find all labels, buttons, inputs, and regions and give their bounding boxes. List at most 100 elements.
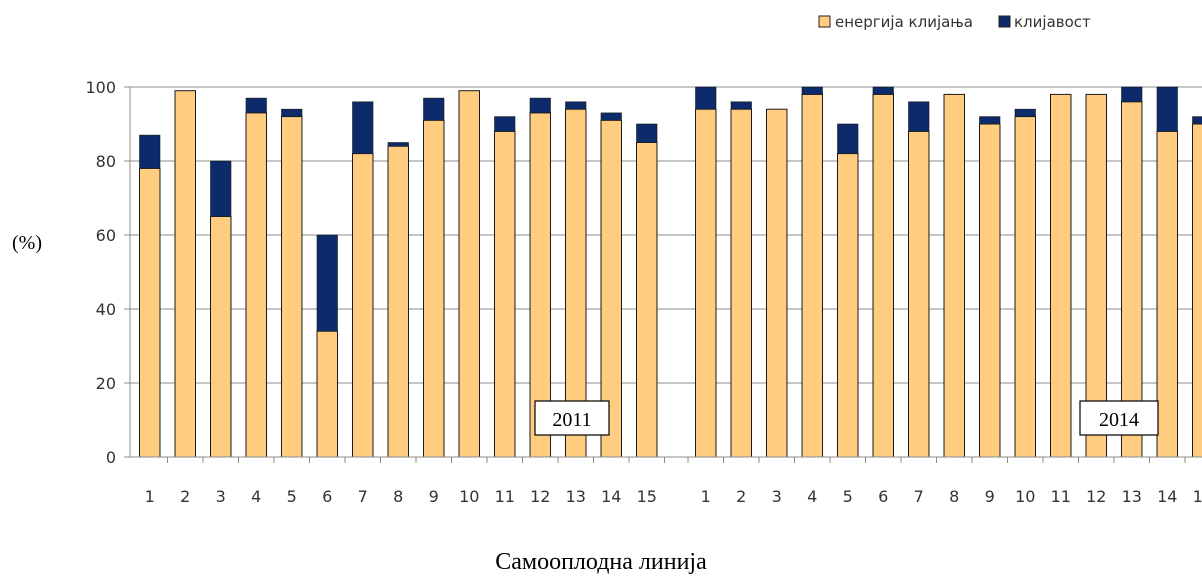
x-tick-label-2011-2: 2 bbox=[180, 487, 190, 506]
bar-energy-2014-2 bbox=[730, 108, 752, 458]
x-tick-label-2014-11: 11 bbox=[1051, 487, 1071, 506]
bar-germination-2014-7 bbox=[908, 101, 930, 132]
bar-energy-2011-7 bbox=[352, 153, 374, 458]
bar-energy-2014-6 bbox=[872, 93, 894, 458]
bar-energy-2014-5 bbox=[837, 153, 859, 458]
bar-germination-2014-13 bbox=[1121, 86, 1143, 103]
bar-energy-2011-8 bbox=[387, 145, 409, 458]
bar-germination-2014-1 bbox=[695, 86, 717, 110]
x-tick-label-2011-3: 3 bbox=[216, 487, 226, 506]
legend-label-energy: енергија клијања bbox=[835, 13, 973, 31]
x-tick-label-2014-3: 3 bbox=[772, 487, 782, 506]
x-tick-label-2014-1: 1 bbox=[701, 487, 711, 506]
x-tick-label-2011-1: 1 bbox=[145, 487, 155, 506]
y-tick-label-0: 0 bbox=[106, 448, 116, 467]
x-axis-label: Самооплодна линија bbox=[495, 549, 707, 575]
bar-germination-2011-9 bbox=[423, 97, 445, 121]
bar-energy-2011-1 bbox=[139, 167, 161, 458]
bar-energy-2011-3 bbox=[210, 216, 232, 458]
annotation-box-2011 bbox=[534, 400, 610, 436]
bar-germination-2014-2 bbox=[730, 101, 752, 110]
bar-germination-2014-9 bbox=[979, 116, 1001, 125]
bar-energy-2011-9 bbox=[423, 119, 445, 458]
bar-germination-2011-5 bbox=[281, 108, 303, 117]
legend-swatch-germination bbox=[998, 15, 1011, 28]
x-tick-label-2014-7: 7 bbox=[914, 487, 924, 506]
x-tick-label-2011-11: 11 bbox=[495, 487, 515, 506]
bar-germination-2011-11 bbox=[494, 116, 516, 132]
x-tick-label-2014-6: 6 bbox=[878, 487, 888, 506]
group-annotation-2014: 2014 bbox=[1079, 400, 1159, 436]
x-tick-label-2011-7: 7 bbox=[358, 487, 368, 506]
bar-germination-2014-15 bbox=[1192, 116, 1202, 125]
x-tick-label-2014-14: 14 bbox=[1157, 487, 1177, 506]
x-tick-label-2014-5: 5 bbox=[843, 487, 853, 506]
bars bbox=[139, 86, 1202, 458]
x-tick-label-2011-15: 15 bbox=[637, 487, 657, 506]
bar-germination-2011-4 bbox=[245, 97, 267, 114]
bar-energy-2011-2 bbox=[174, 90, 196, 458]
bar-energy-2014-9 bbox=[979, 123, 1001, 458]
y-axis-label: (%) bbox=[12, 232, 42, 254]
y-tick-labels: 0 20 40 60 80 100 bbox=[85, 78, 116, 467]
bar-germination-2011-7 bbox=[352, 101, 374, 154]
group-annotation-2011: 2011 bbox=[534, 400, 610, 436]
y-tick-label-80: 80 bbox=[96, 152, 116, 171]
bar-energy-2011-11 bbox=[494, 130, 516, 458]
y-tick-label-100: 100 bbox=[85, 78, 116, 97]
annotation-box-2014 bbox=[1079, 400, 1159, 436]
bar-energy-2011-10 bbox=[458, 90, 480, 458]
axes bbox=[124, 86, 1202, 463]
bar-energy-2014-3 bbox=[766, 108, 788, 458]
bar-germination-2011-1 bbox=[139, 134, 161, 169]
legend: енергија клијања клијавост bbox=[818, 13, 1091, 31]
bar-energy-2014-7 bbox=[908, 130, 930, 458]
x-tick-label-2014-8: 8 bbox=[949, 487, 959, 506]
x-tick-label-2011-10: 10 bbox=[459, 487, 479, 506]
bar-energy-2014-1 bbox=[695, 108, 717, 458]
bar-energy-2014-10 bbox=[1014, 116, 1036, 458]
x-tick-label-2011-13: 13 bbox=[566, 487, 586, 506]
bar-germination-2011-13 bbox=[565, 101, 587, 110]
x-tick-label-2014-12: 12 bbox=[1086, 487, 1106, 506]
x-tick-label-2011-12: 12 bbox=[530, 487, 550, 506]
bar-energy-2014-4 bbox=[801, 93, 823, 458]
x-tick-label-2011-4: 4 bbox=[251, 487, 261, 506]
x-tick-label-2011-6: 6 bbox=[322, 487, 332, 506]
y-tick-label-20: 20 bbox=[96, 374, 116, 393]
bar-energy-2011-6 bbox=[316, 330, 338, 458]
bar-germination-2011-6 bbox=[316, 234, 338, 332]
x-tick-label-2011-5: 5 bbox=[287, 487, 297, 506]
bar-energy-2011-5 bbox=[281, 116, 303, 458]
legend-label-germination: клијавост bbox=[1014, 13, 1091, 31]
bar-germination-2014-5 bbox=[837, 123, 859, 154]
bar-energy-2014-8 bbox=[943, 93, 965, 458]
y-tick-label-40: 40 bbox=[96, 300, 116, 319]
bar-germination-2014-14 bbox=[1156, 86, 1178, 132]
bar-germination-2011-3 bbox=[210, 160, 232, 217]
x-tick-label-2014-4: 4 bbox=[807, 487, 817, 506]
x-tick-label-2014-10: 10 bbox=[1015, 487, 1035, 506]
bar-germination-2014-6 bbox=[872, 86, 894, 95]
x-tick-label-2011-14: 14 bbox=[601, 487, 621, 506]
x-tick-label-2014-13: 13 bbox=[1122, 487, 1142, 506]
bar-germination-2011-12 bbox=[529, 97, 551, 114]
bar-energy-2014-11 bbox=[1050, 93, 1072, 458]
bar-germination-2014-4 bbox=[801, 86, 823, 95]
x-tick-labels: 1 2 3 4 5 6 7 8 9 10 11 12 13 14 15 1 2 3 4 5 6 7 8 9 10 11 12 13 14… bbox=[145, 487, 1202, 506]
bar-energy-2014-15 bbox=[1192, 123, 1202, 458]
bar-germination-2011-14 bbox=[600, 112, 622, 121]
x-tick-label-2014-9: 9 bbox=[985, 487, 995, 506]
x-tick-label-2011-9: 9 bbox=[429, 487, 439, 506]
bar-germination-2011-8 bbox=[387, 142, 409, 147]
annotation-2014: 2014 bbox=[1099, 409, 1139, 431]
bar-germination-2011-15 bbox=[636, 123, 658, 143]
bar-germination-2014-10 bbox=[1014, 108, 1036, 117]
x-tick-label-2011-8: 8 bbox=[393, 487, 403, 506]
annotation-2011: 2011 bbox=[552, 409, 591, 431]
x-tick-label-2014-15: 15 bbox=[1193, 487, 1202, 506]
bar-energy-2011-15 bbox=[636, 142, 658, 458]
bar-energy-2014-14 bbox=[1156, 130, 1178, 458]
y-tick-label-60: 60 bbox=[96, 226, 116, 245]
